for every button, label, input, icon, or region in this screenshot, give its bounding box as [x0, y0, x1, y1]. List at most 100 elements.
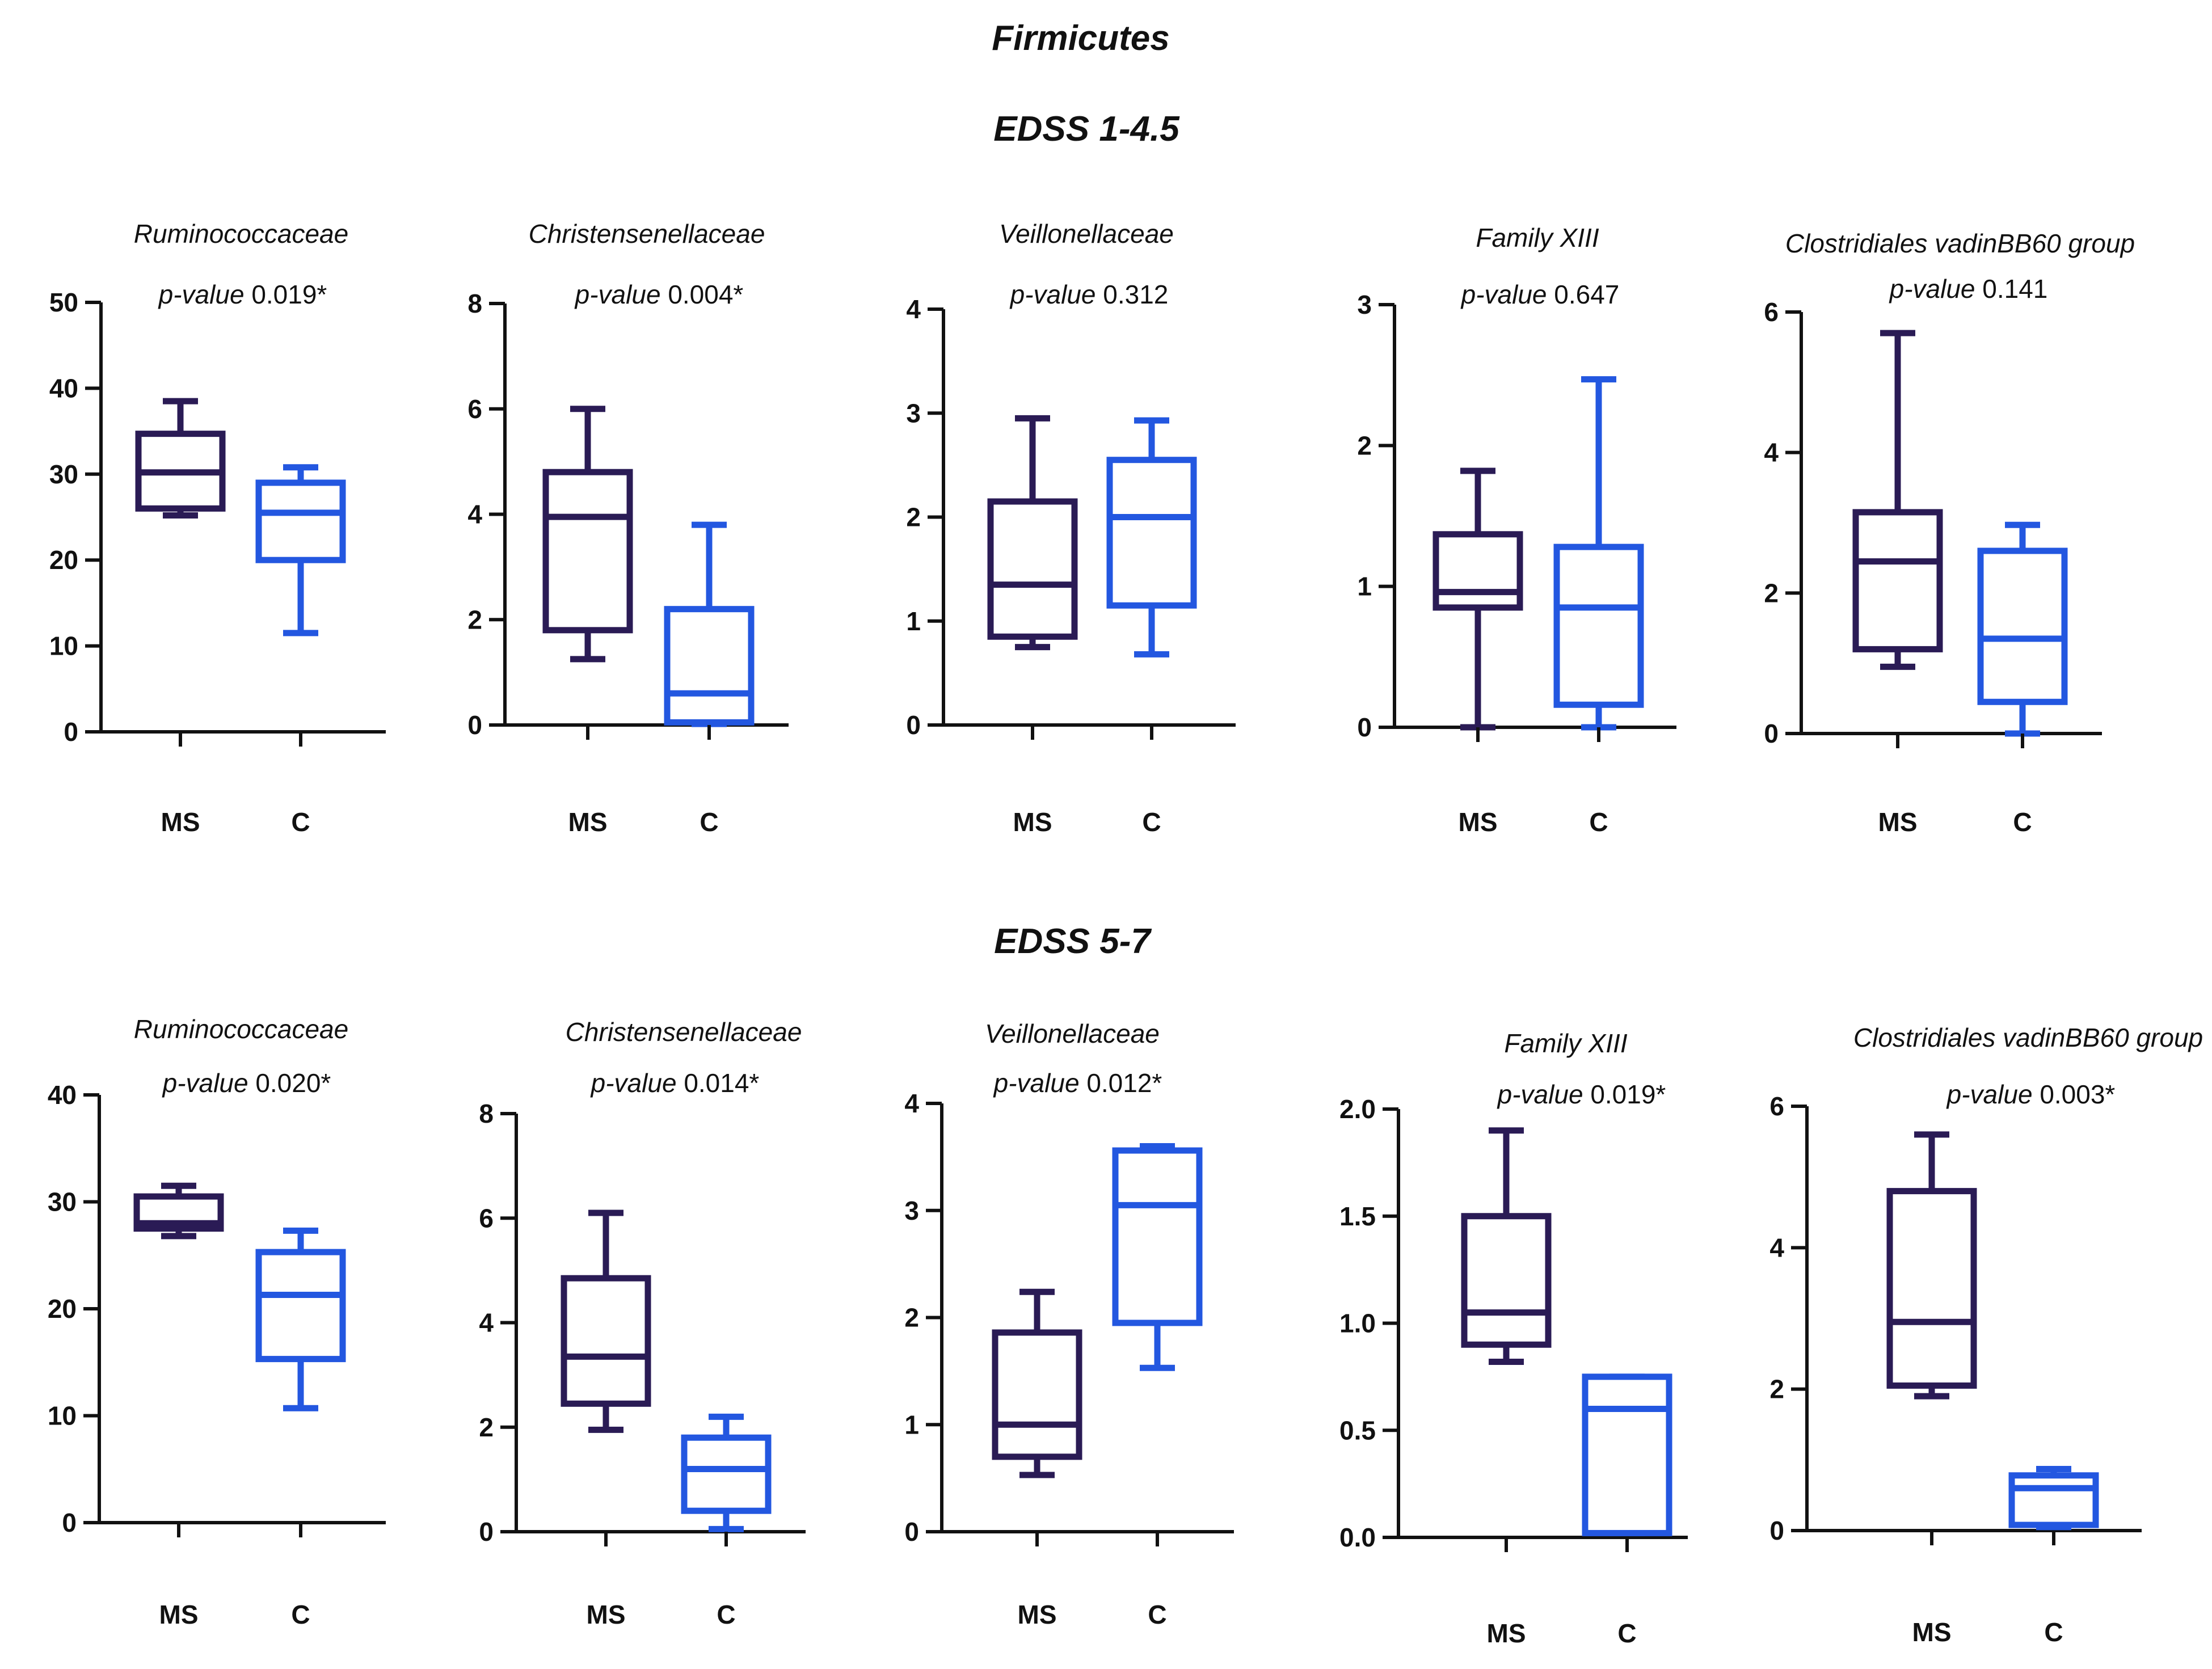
category-label-ms: MS [1878, 807, 1918, 837]
y-tick-label: 10 [48, 1401, 77, 1431]
category-label-ms: MS [1487, 1619, 1526, 1648]
row-label-edss-1-4-5: EDSS 1-4.5 [993, 109, 1180, 149]
p-value-text: p-value 0.141 [1889, 274, 2048, 304]
panel-title: Family XIII [1504, 1029, 1627, 1058]
row-label-edss-5-7: EDSS 5-7 [994, 922, 1152, 961]
box-ms [561, 1209, 651, 1433]
panel-r1-christensenellaceae: Christensenellaceae p-value 0.004* 0 2 4 6 8 MS… [467, 219, 789, 837]
panel-title: Christensenellaceae [566, 1017, 802, 1047]
category-label-c: C [2044, 1617, 2063, 1647]
p-value-label: p-value [1460, 280, 1554, 309]
iqr-box [1886, 1188, 1977, 1389]
y-tick-label: 6 [467, 394, 482, 424]
y-tick-label: 0 [62, 1508, 77, 1537]
box-c [681, 1413, 772, 1532]
panel-title: Ruminococcaceae [134, 219, 348, 248]
p-value-number: 0.003* [2040, 1080, 2115, 1109]
p-value-text: p-value 0.019* [1497, 1080, 1666, 1109]
p-value-label: p-value [574, 280, 668, 309]
panel-title: Clostridiales vadinBB60 group [1785, 229, 2135, 258]
y-tick-label: 0 [479, 1517, 494, 1546]
box-ms [135, 398, 226, 519]
category-label-c: C [291, 807, 310, 837]
y-tick-label: 0 [1764, 719, 1779, 748]
y-tick-label: 3 [1357, 290, 1372, 319]
box-c [2008, 1466, 2099, 1531]
y-tick-label: 4 [1764, 438, 1779, 467]
category-label-c: C [1617, 1619, 1636, 1648]
p-value-label: p-value [1497, 1080, 1591, 1109]
p-value-number: 0.004* [668, 280, 743, 309]
y-tick-label: 6 [1769, 1091, 1784, 1121]
iqr-box [255, 1249, 346, 1363]
p-value-number: 0.020* [255, 1068, 331, 1098]
category-label-c: C [291, 1600, 310, 1629]
p-value-text: p-value 0.312 [1009, 280, 1169, 309]
box-ms [1886, 1131, 1977, 1400]
panel-title: Christensenellaceae [529, 219, 765, 248]
category-label-ms: MS [159, 1600, 199, 1629]
category-label-ms: MS [1912, 1617, 1952, 1647]
iqr-box [2008, 1472, 2099, 1528]
panel-title: Veillonellaceae [985, 1019, 1160, 1048]
box-ms [542, 406, 633, 663]
y-tick-label: 0 [1357, 713, 1372, 742]
p-value-number: 0.014* [684, 1068, 759, 1098]
iqr-box [681, 1434, 772, 1514]
p-value-text: p-value 0.003* [1946, 1080, 2116, 1109]
iqr-box [1432, 531, 1523, 611]
y-tick-label: 8 [467, 289, 482, 318]
box-ms [1852, 330, 1943, 670]
iqr-box [561, 1275, 651, 1407]
box-c [255, 1227, 346, 1411]
y-tick-label: 0 [904, 1517, 919, 1546]
y-tick-label: 0 [906, 710, 921, 740]
p-value-text: p-value 0.019* [158, 280, 327, 309]
p-value-number: 0.019* [251, 280, 327, 309]
y-tick-label: 3 [904, 1196, 919, 1225]
iqr-box [542, 469, 633, 634]
box-ms [987, 415, 1078, 651]
p-value-text: p-value 0.014* [590, 1068, 760, 1098]
y-tick-label: 1 [1357, 572, 1372, 601]
y-tick-label: 4 [467, 500, 482, 529]
p-value-text: p-value 0.004* [574, 280, 744, 309]
box-c [255, 464, 346, 637]
category-label-ms: MS [568, 807, 608, 837]
panel-r2-ruminococcaceae: Ruminococcaceae p-value 0.020* 0 10 20 30 40 MS… [48, 1014, 386, 1629]
y-tick-label: 0 [1769, 1516, 1784, 1545]
y-tick-label: 2 [479, 1413, 494, 1442]
category-label-c: C [1589, 807, 1608, 837]
y-tick-label: 0 [467, 710, 482, 740]
p-value-number: 0.647 [1554, 280, 1619, 309]
y-tick-label: 20 [49, 545, 78, 575]
box-c [1582, 1373, 1672, 1536]
y-tick-label: 2 [1764, 578, 1779, 608]
y-tick-label: 0 [64, 717, 78, 747]
y-tick-label: 4 [479, 1308, 494, 1338]
iqr-box [992, 1329, 1082, 1460]
p-value-number: 0.019* [1590, 1080, 1666, 1109]
y-tick-label: 30 [49, 460, 78, 489]
p-value-number: 0.141 [1982, 274, 2047, 304]
p-value-text: p-value 0.020* [162, 1068, 331, 1098]
box-ms [133, 1182, 224, 1240]
panel-title: Family XIII [1476, 223, 1599, 252]
y-tick-label: 2 [1769, 1375, 1784, 1404]
y-tick-label: 40 [49, 373, 78, 403]
box-ms [1432, 467, 1523, 731]
panel-r1-veillonellaceae: Veillonellaceae p-value 0.312 0 1 2 3 4 MS C [906, 219, 1236, 837]
iqr-box [1977, 547, 2068, 705]
iqr-box [1582, 1373, 1672, 1536]
panel-r2-veillonellaceae: Veillonellaceae p-value 0.012* 0 1 2 3 4 MS C [904, 1019, 1234, 1629]
panel-r2-christensenellaceae: Christensenellaceae p-value 0.014* 0 2 4 6 8 MS… [479, 1017, 806, 1629]
category-label-c: C [717, 1600, 735, 1629]
category-label-c: C [1148, 1600, 1166, 1629]
y-tick-label: 3 [906, 398, 921, 428]
y-tick-label: 6 [1764, 297, 1779, 327]
y-tick-label: 50 [49, 288, 78, 317]
y-tick-label: 2 [904, 1303, 919, 1333]
panel-title: Veillonellaceae [999, 219, 1174, 248]
